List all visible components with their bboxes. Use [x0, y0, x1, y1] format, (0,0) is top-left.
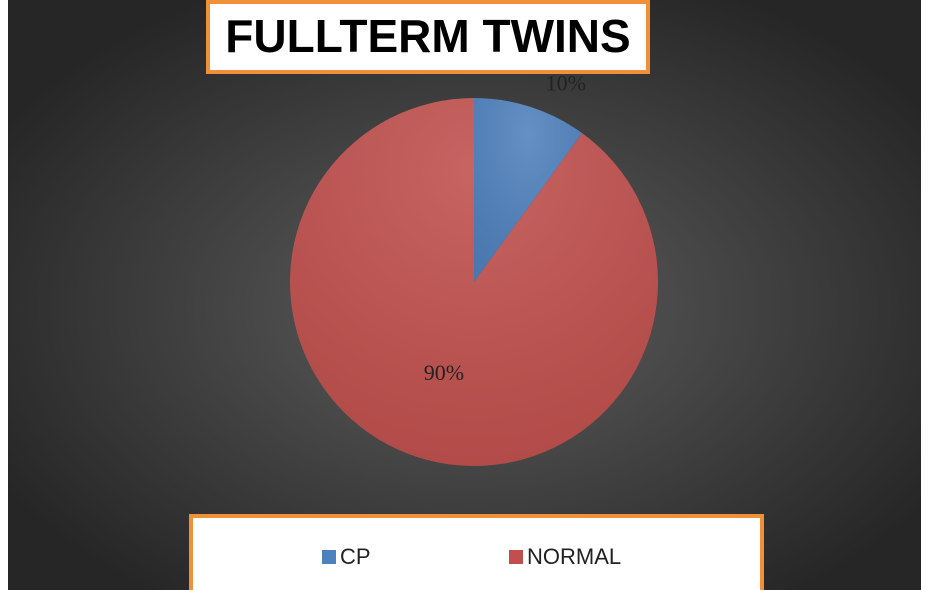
title-box [206, 0, 650, 74]
pie [290, 98, 658, 467]
labels: 10% 90% CP NORMAL [322, 70, 621, 569]
data-label: 10% [546, 70, 586, 95]
slice-shade [474, 98, 583, 282]
legend-swatch [509, 550, 523, 564]
legend-swatch [322, 550, 336, 564]
legend-box [189, 514, 764, 590]
chart-title: FULLTERM TWINS [225, 10, 630, 62]
slice-shade [290, 98, 658, 467]
legend-label: NORMAL [527, 544, 621, 569]
legend-label: CP [340, 544, 371, 569]
data-label: 90% [424, 360, 464, 385]
